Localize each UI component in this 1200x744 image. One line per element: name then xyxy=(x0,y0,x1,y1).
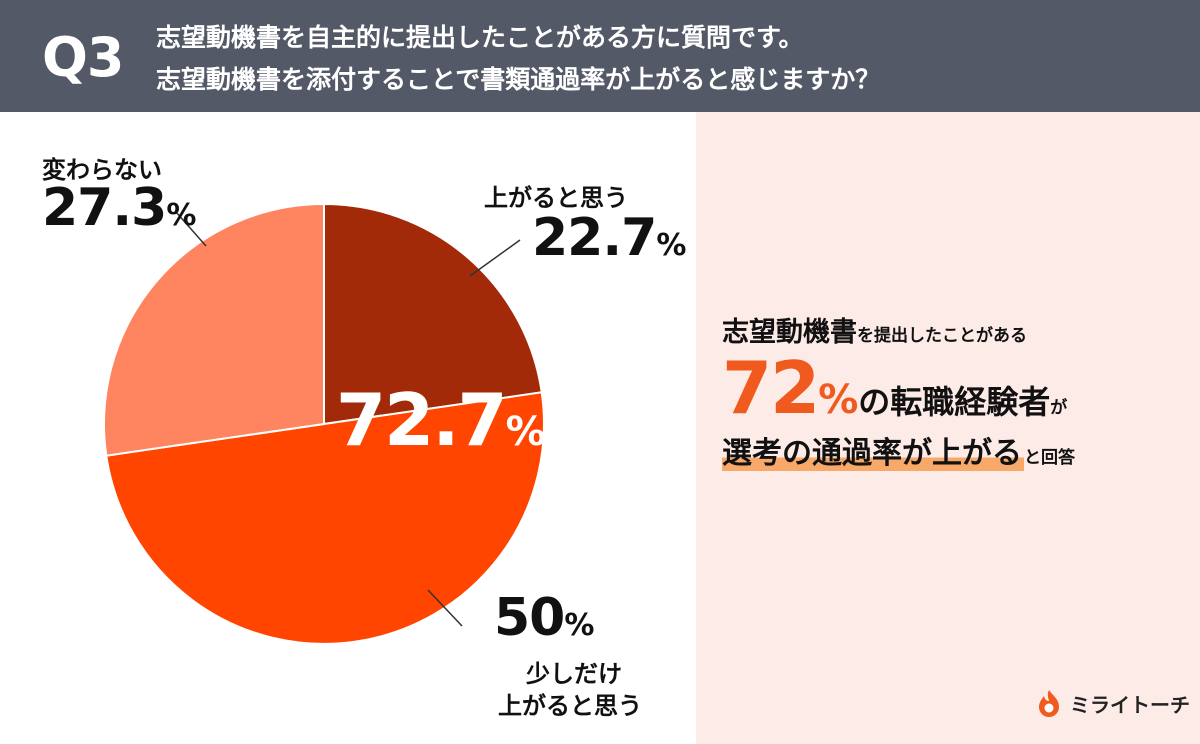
pie-slice-nochange xyxy=(103,202,325,457)
summary-line1: 志望動機書を提出したことがある xyxy=(722,317,1027,348)
pie-chart xyxy=(103,202,545,645)
flame-icon xyxy=(1039,690,1059,717)
slice-value-nochange: 27.3% xyxy=(42,178,197,238)
summary-line2: 72%の転職経験者が xyxy=(722,346,1068,430)
pie-slice-agree xyxy=(323,202,543,426)
slice-label-nochange: 変わらない xyxy=(42,156,162,184)
question-header: Q3 志望動機書を自主的に提出したことがある方に質問です。 志望動機書を添付する… xyxy=(0,0,1200,112)
pie-slice-slightly xyxy=(105,391,545,645)
question-number: Q3 xyxy=(42,26,124,89)
leader-line-agree xyxy=(469,239,521,277)
brand-name: ミライトーチ xyxy=(1070,692,1190,717)
leader-line-nochange xyxy=(175,211,207,247)
slice-label-slightly-line1: 少しだけ xyxy=(526,660,622,688)
slice-value-agree: 22.7% xyxy=(532,208,687,268)
brand-logo: ミライトーチ xyxy=(1034,688,1190,718)
pie-center-total: 72.7% xyxy=(336,378,546,462)
question-text-line1: 志望動機書を自主的に提出したことがある方に質問です。 xyxy=(156,23,804,52)
summary-line3: 選考の通過率が上がる と回答 xyxy=(722,436,1075,471)
summary-highlight: 選考の通過率が上がる xyxy=(722,436,1024,471)
slice-value-slightly: 50% xyxy=(494,588,595,648)
summary-panel xyxy=(696,112,1200,744)
question-text-line2: 志望動機書を添付することで書類通過率が上がると感じますか？ xyxy=(156,65,881,94)
slice-label-agree: 上がると思う xyxy=(484,184,628,212)
slice-label-slightly-line2: 上がると思う xyxy=(498,692,642,720)
leader-line-slightly xyxy=(427,589,463,627)
